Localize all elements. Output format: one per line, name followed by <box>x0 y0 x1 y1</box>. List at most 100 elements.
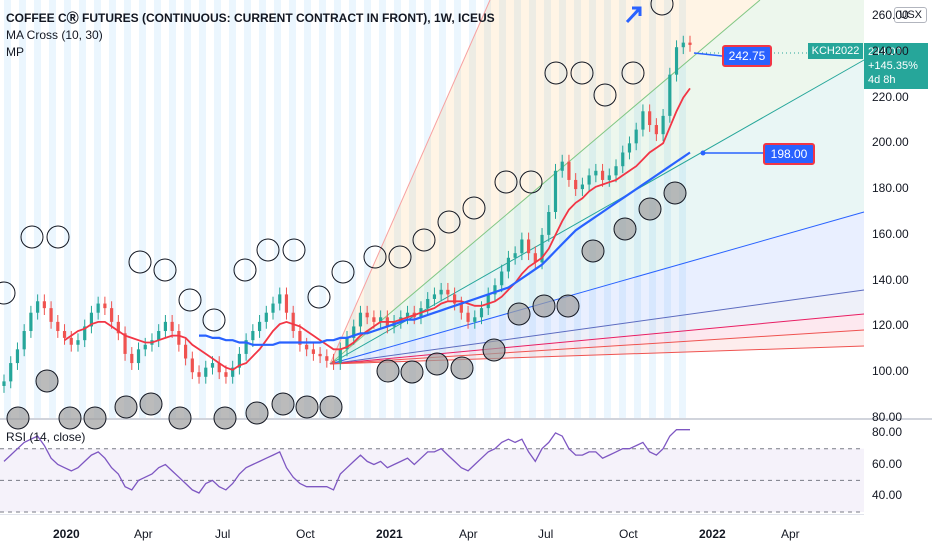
vertical-band <box>154 0 161 418</box>
candle <box>136 342 141 370</box>
vertical-band <box>529 0 536 418</box>
candle <box>634 122 638 151</box>
filled-circle <box>319 395 343 419</box>
candle <box>607 168 611 187</box>
vertical-band <box>484 0 491 418</box>
candle-body <box>688 42 692 45</box>
candle <box>163 315 168 338</box>
candle <box>405 305 410 325</box>
vertical-band <box>634 0 641 418</box>
candle <box>96 296 100 320</box>
candle <box>614 159 618 183</box>
candle-body <box>453 294 457 304</box>
vertical-band <box>199 0 206 418</box>
time-tick: 2020 <box>53 527 80 541</box>
candle-body <box>29 312 33 332</box>
filled-circle <box>295 395 319 419</box>
candle-body <box>56 321 60 332</box>
candle <box>560 154 564 178</box>
vertical-band <box>574 0 581 418</box>
price-change: +145.35% <box>868 60 918 72</box>
mp-legend[interactable]: MP <box>6 45 24 59</box>
time-tick: Apr <box>134 527 153 541</box>
vertical-band <box>259 0 266 418</box>
candle-body <box>116 321 120 334</box>
bar-countdown: 4d 8h <box>868 74 896 86</box>
open-circle <box>256 238 280 262</box>
candle <box>217 356 221 380</box>
candle-body <box>439 289 443 295</box>
price-callout-lower[interactable]: 198.00 <box>763 143 815 165</box>
candle-body <box>2 381 6 386</box>
candle <box>305 337 309 357</box>
vertical-band <box>19 0 26 418</box>
candle <box>69 331 73 352</box>
candle <box>325 349 329 368</box>
vertical-band <box>139 0 146 418</box>
vertical-band <box>394 0 401 418</box>
candle-body <box>264 312 268 322</box>
candle-body <box>170 321 174 332</box>
candle <box>130 347 134 370</box>
candle-body <box>15 349 20 364</box>
candle-body <box>648 111 652 126</box>
candle <box>520 232 524 261</box>
candle <box>42 294 46 315</box>
candle-body <box>641 111 645 130</box>
candle-body <box>553 170 558 212</box>
candle <box>486 287 490 315</box>
candle-body <box>459 303 463 313</box>
time-tick: 2022 <box>699 527 726 541</box>
ma-cross-legend[interactable]: MA Cross (10, 30) <box>6 28 103 42</box>
ma-slow-line <box>199 151 691 346</box>
candle-body <box>9 363 13 382</box>
price-tick: 240.00 <box>872 43 909 58</box>
candle-body <box>473 317 477 322</box>
vertical-band <box>544 0 551 418</box>
candle-body <box>76 340 80 345</box>
candle-body <box>69 337 73 345</box>
vertical-band <box>559 0 566 418</box>
candle <box>2 374 6 393</box>
candle-body <box>580 184 584 190</box>
candle <box>600 163 605 187</box>
vertical-band <box>109 0 116 418</box>
candle-body <box>405 312 410 318</box>
candle-body <box>594 170 598 176</box>
vertical-band <box>124 0 131 418</box>
symbol-label: KCH2022 <box>808 43 863 59</box>
vertical-band <box>184 0 191 418</box>
open-circle <box>593 83 617 107</box>
candle <box>668 67 672 123</box>
filled-circle <box>114 395 138 419</box>
candle-body <box>157 331 161 341</box>
currency-badge[interactable]: USX <box>894 7 927 23</box>
filled-circle <box>400 360 424 384</box>
candle-body <box>96 303 100 313</box>
candle-body <box>224 372 228 377</box>
rsi-legend[interactable]: RSI (14, close) <box>6 430 86 444</box>
candle <box>594 163 598 183</box>
candle-body <box>486 294 490 309</box>
candle <box>298 324 302 352</box>
candle <box>681 35 685 55</box>
candle-body <box>325 356 329 361</box>
price-tick: 260.00 <box>872 8 909 22</box>
candle <box>345 331 349 357</box>
candle-body <box>365 312 369 318</box>
candle <box>103 296 107 315</box>
filled-circle <box>58 406 82 430</box>
time-axis-line <box>0 514 864 515</box>
chart-title: COFFEE CⓇ FUTURES (CONTINUOUS: CURRENT C… <box>6 11 495 25</box>
price-tick: 220.00 <box>872 89 909 104</box>
vertical-band <box>379 0 386 418</box>
vertical-band <box>664 0 671 418</box>
time-tick: Apr <box>459 527 478 541</box>
candle-body <box>298 331 302 345</box>
candle-body <box>587 175 591 185</box>
gann-fan-overlay <box>329 0 865 365</box>
candle <box>661 109 665 142</box>
price-callout-upper[interactable]: 242.75 <box>722 45 772 67</box>
candle <box>143 337 147 357</box>
